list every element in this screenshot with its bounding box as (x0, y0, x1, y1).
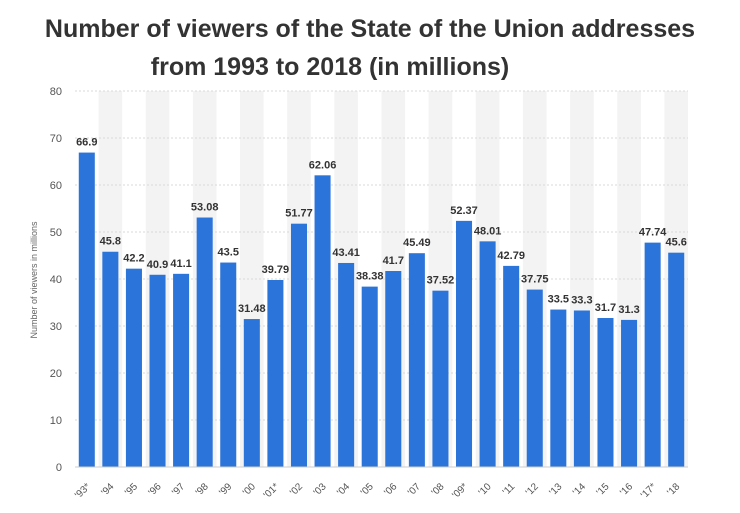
x-tick-label: '08 (430, 481, 447, 498)
bar (173, 273, 190, 467)
x-tick-label: '04 (335, 481, 352, 498)
x-tick-labels: '93* '94 '95 '96 '97 '98 '99 '00'01* '02 '03 '04 '0… (73, 481, 682, 501)
y-tick-labels: 0 10 20 30 40 50 60 70 80 (50, 86, 62, 474)
data-label: 31.7 (595, 302, 616, 314)
bar (196, 217, 213, 467)
x-tick-label: '13 (547, 481, 564, 498)
x-tick-label: '07 (406, 481, 423, 498)
y-tick-label: 60 (50, 180, 62, 192)
data-label: 43.5 (218, 247, 239, 259)
data-label: 37.52 (427, 275, 455, 287)
data-label: 39.79 (262, 264, 290, 276)
x-tick-label: '97 (170, 481, 187, 498)
x-tick-label: '09* (450, 481, 470, 501)
bar (503, 265, 520, 467)
data-label: 41.1 (170, 258, 191, 270)
y-tick-label: 50 (50, 227, 62, 239)
x-tick-label: '01* (262, 481, 282, 501)
data-label: 38.38 (356, 271, 384, 283)
chart-subtitle: from 1993 to 2018 (in millions) (150, 53, 510, 81)
bar (550, 309, 567, 467)
bar (102, 251, 119, 467)
data-label: 33.3 (571, 294, 592, 306)
bar (432, 290, 449, 467)
x-tick-label: '98 (194, 481, 211, 498)
y-tick-label: 20 (50, 368, 62, 380)
bar (267, 279, 284, 467)
data-label: 51.77 (285, 208, 313, 220)
y-tick-label: 70 (50, 133, 62, 145)
x-tick-label: '14 (571, 481, 588, 498)
data-label: 66.9 (76, 137, 97, 149)
bar (479, 241, 496, 467)
bar (408, 253, 425, 467)
chart-title: Number of viewers of the State of the Un… (0, 10, 740, 86)
data-label: 31.48 (238, 303, 266, 315)
y-tick-label: 10 (50, 415, 62, 427)
data-labels: 66.9 45.842.240.9 41.1 53.08 43.5 31.48 39.79 5… (76, 137, 687, 316)
bar (125, 268, 142, 467)
data-label: 43.41 (332, 247, 360, 259)
bar (314, 175, 331, 467)
data-label: 62.06 (309, 159, 337, 171)
x-tick-label: '03 (312, 481, 329, 498)
x-tick-label: '12 (524, 481, 541, 498)
bar (361, 286, 378, 467)
y-tick-label: 30 (50, 321, 62, 333)
bar (644, 242, 661, 467)
x-tick-label: '95 (123, 481, 140, 498)
data-label: 33.5 (548, 294, 569, 306)
x-tick-label: '02 (288, 481, 305, 498)
bar (573, 310, 590, 467)
bar (338, 262, 355, 467)
bar (385, 271, 402, 467)
data-label: 52.37 (450, 205, 478, 217)
bar (621, 319, 638, 467)
bar (243, 319, 260, 467)
bar (597, 318, 614, 467)
x-tick-label: '94 (99, 481, 116, 498)
x-tick-label: '93* (73, 481, 93, 501)
data-label: 42.79 (497, 250, 525, 262)
data-label: 53.08 (191, 202, 219, 214)
bar (668, 252, 685, 467)
x-tick-label: '11 (501, 481, 518, 498)
y-tick-label: 40 (50, 274, 62, 286)
bar (526, 289, 543, 467)
data-label: 40.9 (147, 259, 168, 271)
data-label: 45.49 (403, 237, 431, 249)
data-label: 37.75 (521, 274, 549, 286)
bars (78, 152, 685, 467)
bar (456, 220, 473, 467)
x-tick-label: '15 (595, 481, 612, 498)
x-tick-label: '18 (665, 481, 682, 498)
data-label: 48.01 (474, 225, 502, 237)
bar (149, 274, 166, 467)
x-tick-label: '17* (639, 481, 659, 501)
x-tick-label: '00 (241, 481, 258, 498)
data-label: 45.8 (100, 236, 121, 248)
data-label: 41.7 (383, 255, 404, 267)
data-label: 42.2 (123, 253, 144, 265)
x-tick-label: '16 (618, 481, 635, 498)
data-label: 47.74 (639, 227, 667, 239)
data-label: 31.3 (618, 304, 639, 316)
data-label: 45.6 (666, 237, 687, 249)
x-tick-label: '99 (217, 481, 234, 498)
x-tick-label: '96 (147, 481, 164, 498)
x-tick-label: '10 (477, 481, 494, 498)
bar (78, 152, 95, 467)
chart-title-line1: Number of viewers of the State of the Un… (44, 15, 696, 43)
y-tick-label: 0 (56, 462, 62, 474)
x-tick-label: '05 (359, 481, 376, 498)
bar (220, 262, 237, 467)
y-tick-label: 80 (50, 86, 62, 98)
x-tick-label: '06 (382, 481, 399, 498)
bar (290, 223, 307, 467)
